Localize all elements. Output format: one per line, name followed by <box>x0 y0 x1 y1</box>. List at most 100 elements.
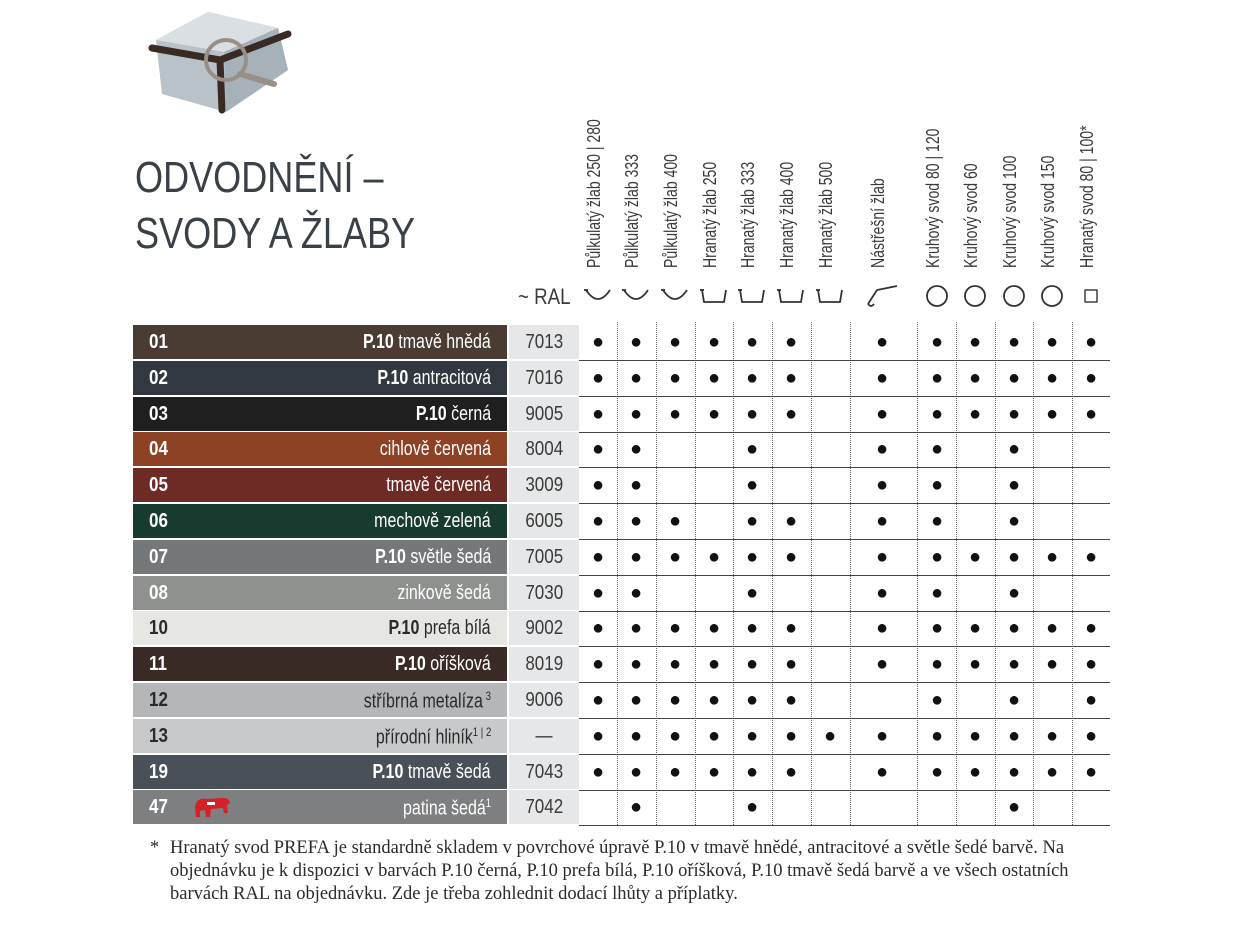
availability-dot: ● <box>784 331 798 353</box>
table-row: 01 P.10 tmavě hnědá 7013 ● ● ● ● ● ● ● ● ● ● ● ● <box>133 325 1110 361</box>
availability-dot: ● <box>1084 760 1098 783</box>
availability-dot: ● <box>1007 545 1021 568</box>
ral-code: — <box>509 718 579 753</box>
ral-code: 8004 <box>509 432 579 467</box>
availability-dot: ● <box>875 474 889 497</box>
availability-dot: ● <box>668 331 682 353</box>
color-name: patina šedá <box>402 798 486 821</box>
column-divider <box>1072 322 1073 825</box>
table-row: 10 P.10 prefa bílá 9002 ● ● ● ● ● ● ● ● ● ● ● ● <box>133 611 1110 648</box>
availability-dot: ● <box>707 617 721 640</box>
row-divider <box>579 539 1110 540</box>
ral-code: 9006 <box>509 683 579 717</box>
availability-dot: ● <box>875 653 889 676</box>
half-round-profile-icon <box>579 284 617 308</box>
availability-dot: ● <box>668 402 682 425</box>
color-label: P.10 oříšková <box>395 653 491 676</box>
availability-dot: ● <box>1084 331 1098 353</box>
box-profile-icon <box>695 284 733 308</box>
table-row: 19 P.10 tmavě šedá 7043 ● ● ● ● ● ● ● ● ● ● ● ● <box>133 754 1110 791</box>
row-divider <box>579 610 1110 612</box>
row-divider <box>579 825 1110 827</box>
availability-dot: ● <box>745 689 759 711</box>
color-label: stříbrná metalíza 3 <box>364 689 491 714</box>
availability-dot: ● <box>930 402 944 425</box>
row-divider <box>579 682 1110 684</box>
availability-dot: ● <box>930 438 944 461</box>
color-label: mechově zelená <box>374 510 491 533</box>
availability-dot: ● <box>591 545 605 568</box>
half-round-profile-icon <box>617 284 655 308</box>
footnote-ref: 1 <box>485 796 491 811</box>
ral-code: 3009 <box>509 468 579 503</box>
color-label: P.10 tmavě hnědá <box>363 331 491 354</box>
footnote-ref: 3 <box>482 689 491 703</box>
availability-dot: ● <box>707 402 721 425</box>
availability-dot: ● <box>1045 617 1059 640</box>
availability-dot: ● <box>1045 653 1059 676</box>
color-label: přírodní hliník1 | 2 <box>376 725 491 750</box>
row-divider <box>579 753 1110 755</box>
color-name: světle šedá <box>410 545 491 568</box>
color-swatch: 07 P.10 světle šedá <box>133 539 507 574</box>
availability-dot: ● <box>1007 366 1021 389</box>
availability-dot: ● <box>930 617 944 640</box>
row-divider <box>579 789 1110 791</box>
color-number: 47 <box>149 796 168 819</box>
availability-dot: ● <box>629 366 643 389</box>
availability-dot: ● <box>591 724 605 747</box>
color-swatch: 06 mechově zelená <box>133 504 507 538</box>
row-divider <box>579 395 1110 397</box>
availability-dot: ● <box>629 689 643 711</box>
availability-dot: ● <box>629 438 643 461</box>
square-profile-icon <box>1072 284 1110 308</box>
availability-dot: ● <box>668 366 682 389</box>
availability-dot: ● <box>1045 366 1059 389</box>
color-label: P.10 černá <box>416 403 491 426</box>
availability-dot: ● <box>591 581 605 604</box>
availability-dot: ● <box>668 617 682 640</box>
availability-dot: ● <box>591 760 605 783</box>
availability-dot: ● <box>745 438 759 461</box>
table-row: 47 patina šedá1 7042 ● ● ● <box>133 790 1110 827</box>
column-divider <box>695 322 696 825</box>
availability-dot: ● <box>629 653 643 676</box>
availability-dot: ● <box>1007 474 1021 497</box>
row-divider <box>579 467 1110 469</box>
availability-dot: ● <box>875 331 889 353</box>
row-divider <box>579 360 1110 361</box>
availability-dot: ● <box>629 510 643 532</box>
availability-dot: ● <box>930 474 944 497</box>
circle-profile-icon <box>1033 284 1071 308</box>
availability-dot: ● <box>784 760 798 783</box>
availability-dot: ● <box>629 402 643 425</box>
availability-dot: ● <box>784 724 798 747</box>
availability-dot: ● <box>745 474 759 497</box>
table-row: 05 tmavě červená 3009 ● ● ● ● ● ● <box>133 468 1110 505</box>
row-divider <box>579 431 1110 433</box>
availability-dot: ● <box>968 366 982 389</box>
availability-dot: ● <box>875 581 889 604</box>
color-name: mechově zelená <box>374 510 491 532</box>
color-name: cihlově červená <box>379 438 491 461</box>
table-row: 12 stříbrná metalíza 3 9006 ● ● ● ● ● ● ● ● ● <box>133 683 1110 719</box>
column-divider <box>956 322 957 825</box>
availability-dot: ● <box>591 474 605 497</box>
availability-dot: ● <box>629 724 643 747</box>
availability-dot: ● <box>745 653 759 676</box>
availability-dot: ● <box>591 402 605 425</box>
availability-dot: ● <box>968 760 982 783</box>
p10-prefix: P.10 <box>363 331 395 353</box>
availability-dot: ● <box>1007 653 1021 676</box>
page-title: ODVODNĚNÍ – SVODY A ŽLABY <box>135 150 415 262</box>
availability-dot: ● <box>745 724 759 747</box>
color-label: tmavě červená <box>386 474 491 497</box>
availability-dot: ● <box>668 653 682 676</box>
availability-dot: ● <box>1007 796 1021 819</box>
box-profile-icon <box>772 284 810 308</box>
p10-prefix: P.10 <box>388 617 420 640</box>
availability-dot: ● <box>1084 617 1098 640</box>
availability-dot: ● <box>1007 689 1021 711</box>
column-divider <box>917 322 918 825</box>
color-number: 08 <box>149 581 168 604</box>
